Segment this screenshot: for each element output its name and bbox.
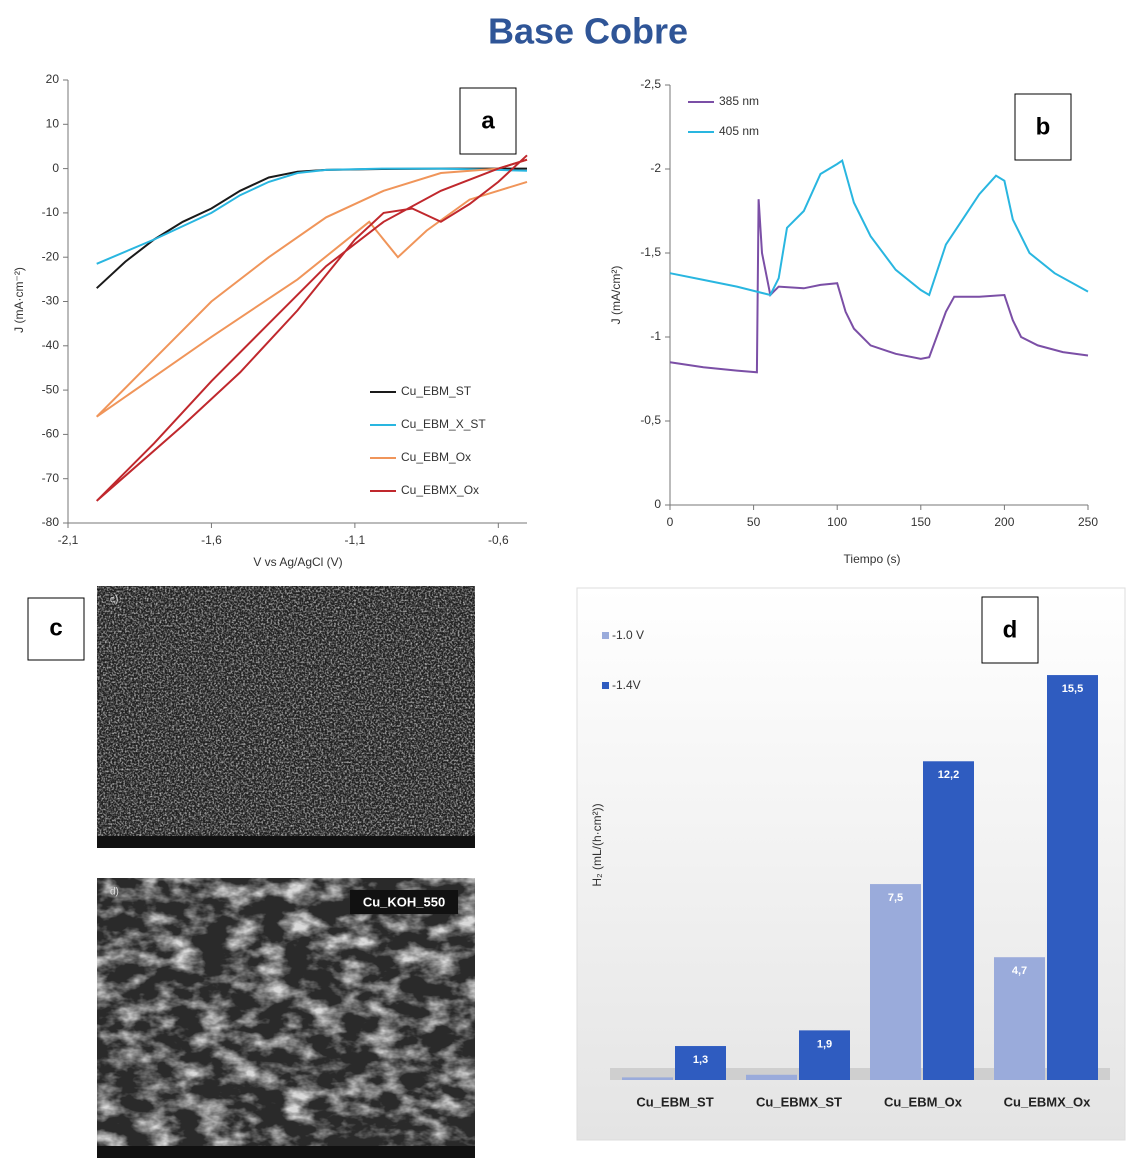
y-tick-label: 10 — [46, 116, 60, 130]
x-tick-label: Cu_EBMX_ST — [756, 1094, 842, 1109]
legend-label: 385 nm — [719, 94, 759, 108]
value-label: 1,9 — [817, 1038, 832, 1050]
x-tick-label: Cu_EBMX_Ox — [1004, 1094, 1091, 1109]
y-tick-label: -2,5 — [640, 77, 661, 91]
y-tick-label: 0 — [52, 161, 59, 175]
y-axis-label: H₂ (mL/(h·cm²)) — [590, 803, 604, 886]
bar — [746, 1075, 797, 1080]
bar — [923, 761, 974, 1080]
x-tick-label: 200 — [994, 515, 1014, 529]
x-tick-label: -0,6 — [488, 533, 509, 547]
panel-letter: c — [49, 614, 62, 641]
value-label: 12,2 — [938, 769, 959, 781]
y-tick-label: -20 — [42, 249, 60, 263]
image-caption: Cu_KOH_550 — [363, 894, 445, 909]
y-tick-label: 20 — [46, 72, 60, 86]
x-tick-label: -1,6 — [201, 533, 222, 547]
legend-label: Cu_EBM_X_ST — [401, 417, 486, 431]
x-tick-label: Cu_EBM_ST — [636, 1094, 713, 1109]
y-tick-label: -1 — [650, 329, 661, 343]
y-tick-label: -1,5 — [640, 245, 661, 259]
value-label: 4,7 — [1012, 965, 1027, 977]
bar — [622, 1077, 673, 1080]
x-tick-label: 250 — [1078, 515, 1098, 529]
x-tick-label: Cu_EBM_Ox — [884, 1094, 963, 1109]
y-tick-label: -2 — [650, 161, 661, 175]
sem-texture — [97, 586, 475, 848]
sem-texture — [97, 878, 475, 1158]
y-tick-label: -40 — [42, 338, 60, 352]
legend-label: Cu_EBM_ST — [401, 384, 472, 398]
y-tick-label: -60 — [42, 427, 60, 441]
series-line — [97, 160, 527, 417]
y-tick-label: 0 — [654, 497, 661, 511]
legend-label: 405 nm — [719, 124, 759, 138]
image-tag: c) — [110, 595, 118, 606]
panel-letter: d — [1003, 616, 1018, 643]
x-tick-label: -1,1 — [345, 533, 366, 547]
legend-label: Cu_EBMX_Ox — [401, 483, 479, 497]
x-tick-label: 100 — [827, 515, 847, 529]
y-tick-label: -70 — [42, 471, 60, 485]
legend-swatch — [602, 632, 609, 639]
x-tick-label: -2,1 — [58, 533, 79, 547]
y-tick-label: -0,5 — [640, 413, 661, 427]
x-tick-label: 0 — [667, 515, 674, 529]
x-tick-label: 150 — [911, 515, 931, 529]
sem-info-bar — [97, 836, 475, 848]
figure: Base Cobre c c) d) Cu_KOH_550 a J (mA·cm⁻… — [0, 0, 1131, 1158]
legend-label: Cu_EBM_Ox — [401, 450, 471, 464]
legend-label: -1.4V — [612, 678, 641, 692]
value-label: 1,3 — [693, 1054, 708, 1066]
legend-swatch — [602, 682, 609, 689]
y-tick-label: -80 — [42, 515, 60, 529]
sem-info-bar — [97, 1146, 475, 1158]
x-axis-label: Tiempo (s) — [844, 552, 901, 566]
image-tag: d) — [110, 887, 119, 898]
x-axis-label: V vs Ag/AgCl (V) — [253, 555, 342, 569]
bar — [870, 884, 921, 1080]
bar — [1047, 675, 1098, 1080]
series-line — [670, 161, 1088, 295]
y-tick-label: -30 — [42, 294, 60, 308]
x-tick-label: 50 — [747, 515, 761, 529]
y-tick-label: -10 — [42, 205, 60, 219]
y-axis-label: J (mA/cm²) — [609, 266, 623, 325]
series-line — [97, 155, 527, 501]
y-tick-label: -50 — [42, 382, 60, 396]
y-axis-label: J (mA·cm⁻²) — [12, 267, 26, 333]
page-title: Base Cobre — [488, 11, 688, 52]
panel-letter: b — [1036, 113, 1051, 140]
value-label: 15,5 — [1062, 683, 1083, 695]
value-label: 7,5 — [888, 892, 903, 904]
legend-label: -1.0 V — [612, 628, 644, 642]
panel-letter: a — [481, 107, 495, 134]
